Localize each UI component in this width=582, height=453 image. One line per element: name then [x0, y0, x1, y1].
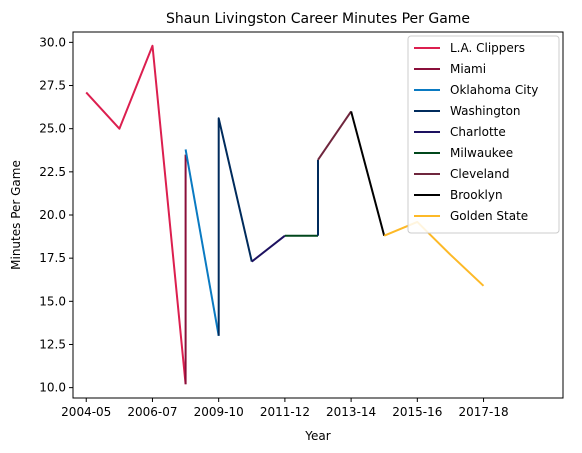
y-axis-label: Minutes Per Game: [9, 160, 23, 270]
series-line-l-a-clippers-0: [85, 44, 187, 385]
y-tick-label: 30.0: [39, 35, 66, 49]
x-tick-label: 2004-05: [61, 405, 111, 419]
legend-label: L.A. Clippers: [450, 41, 525, 55]
x-tick-label: 2009-10: [194, 405, 244, 419]
series-line-brooklyn-8: [350, 111, 386, 236]
y-tick-label: 20.0: [39, 208, 66, 222]
y-tick-label: 25.0: [39, 122, 66, 136]
y-axis-ticks: 10.0 12.5 15.0 17.5 20.0 22.5 25.0 27.5 30.0: [39, 35, 73, 395]
series-line-charlotte-4: [251, 234, 286, 263]
chart-title: Shaun Livingston Career Minutes Per Game: [166, 11, 470, 27]
series-line-golden-state-9: [383, 220, 485, 287]
series-line-cleveland-7: [317, 110, 352, 161]
x-axis-label: Year: [304, 429, 330, 443]
legend-box: [407, 35, 560, 234]
x-tick-label: 2015-16: [392, 405, 442, 419]
legend-label: Cleveland: [450, 167, 510, 181]
x-tick-label: 2006-07: [127, 405, 177, 419]
legend-label: Milwaukee: [450, 146, 513, 160]
legend-label: Oklahoma City: [450, 83, 538, 97]
legend-label: Charlotte: [450, 125, 506, 139]
x-tick-label: 2013-14: [326, 405, 376, 419]
x-tick-label: 2017-18: [458, 405, 508, 419]
y-tick-label: 12.5: [39, 337, 66, 351]
x-axis-ticks: 2004-05 2006-07 2009-10 2011-12 2013-14 2015-…: [61, 398, 509, 419]
legend-label: Miami: [450, 62, 486, 76]
y-tick-label: 10.0: [39, 381, 66, 395]
y-tick-label: 17.5: [39, 251, 66, 265]
legend-label: Brooklyn: [450, 188, 503, 202]
legend-label: Golden State: [450, 209, 528, 223]
y-tick-label: 27.5: [39, 79, 66, 93]
y-tick-label: 15.0: [39, 294, 66, 308]
legend: L.A. Clippers Miami Oklahoma City Washingto…: [407, 35, 560, 234]
legend-label: Washington: [450, 104, 521, 118]
plot-lines: [85, 44, 485, 385]
series-line-oklahoma-city-2: [184, 149, 220, 336]
y-tick-label: 22.5: [39, 165, 66, 179]
series-line-washington-3: [217, 117, 253, 336]
x-tick-label: 2011-12: [260, 405, 310, 419]
